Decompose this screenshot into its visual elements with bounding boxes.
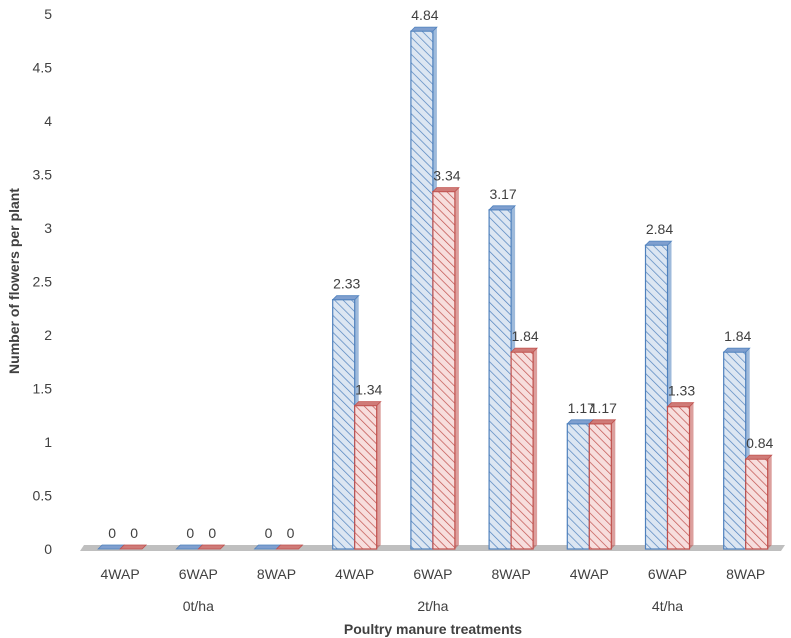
x-tick-label: 4WAP <box>335 566 374 582</box>
bar-top <box>488 205 517 211</box>
x-tick-label: 6WAP <box>648 566 687 582</box>
bar-side <box>533 348 538 549</box>
group-label: 0t/ha <box>183 598 214 614</box>
y-tick-label: 3 <box>44 220 52 236</box>
bar-top <box>722 347 751 353</box>
data-label: 2.33 <box>333 276 360 292</box>
bar-top <box>666 402 695 408</box>
group-label: 2t/ha <box>417 598 448 614</box>
y-tick-label: 0.5 <box>33 488 53 504</box>
bar-top <box>510 347 539 353</box>
bar-face <box>410 30 434 550</box>
data-label: 1.84 <box>511 328 538 344</box>
bar-top <box>588 419 617 425</box>
bar-face <box>566 423 590 550</box>
data-label: 3.34 <box>433 168 460 184</box>
bar-face <box>644 244 669 550</box>
bar <box>666 402 695 550</box>
data-label: 2.84 <box>646 221 673 237</box>
bar-face <box>332 299 356 550</box>
x-tick-label: 6WAP <box>179 566 218 582</box>
bar-face <box>432 191 456 550</box>
data-label: 3.17 <box>489 186 516 202</box>
data-label: 0 <box>265 525 273 541</box>
x-tick-label: 4WAP <box>570 566 609 582</box>
bar-face <box>745 458 769 550</box>
bar <box>744 454 773 550</box>
y-tick-label: 5 <box>44 6 52 22</box>
data-label: 0 <box>108 525 116 541</box>
bar-face <box>666 406 691 550</box>
x-axis-title: Poultry manure treatments <box>344 621 522 637</box>
group-label: 4t/ha <box>652 598 683 614</box>
y-axis-title: Number of flowers per plant <box>6 188 22 374</box>
bar-top <box>409 26 438 32</box>
data-label: 4.84 <box>411 7 438 23</box>
bar-side <box>376 401 381 549</box>
y-tick-label: 1 <box>44 434 52 450</box>
bar <box>431 187 460 550</box>
y-tick-label: 2 <box>44 327 52 343</box>
bar <box>510 347 539 550</box>
x-tick-label: 8WAP <box>257 566 296 582</box>
bar-face <box>588 423 612 550</box>
data-label: 1.34 <box>355 382 382 398</box>
data-label: 1.84 <box>724 328 751 344</box>
x-tick-label: 4WAP <box>101 566 140 582</box>
bar-face <box>354 405 378 550</box>
data-label: 0 <box>130 525 138 541</box>
bar-top <box>744 454 773 460</box>
bar-face <box>723 351 747 550</box>
data-label: 0 <box>186 525 194 541</box>
bar-side <box>689 402 694 549</box>
bar-top <box>275 544 304 550</box>
x-tick-label: 6WAP <box>413 566 452 582</box>
y-tick-label: 0 <box>44 541 52 557</box>
x-tick-label: 8WAP <box>726 566 765 582</box>
data-label: 0 <box>287 525 295 541</box>
bar-top <box>197 544 226 550</box>
bar-top <box>331 295 360 301</box>
y-tick-label: 2.5 <box>33 274 53 290</box>
bar-side <box>611 419 616 549</box>
bar <box>119 544 148 550</box>
data-label: 1.33 <box>668 383 695 399</box>
bar-top <box>644 240 673 246</box>
bar <box>353 401 382 550</box>
data-label: 1.17 <box>568 400 595 416</box>
bar <box>197 544 226 550</box>
y-tick-label: 1.5 <box>33 381 53 397</box>
x-tick-label: 8WAP <box>492 566 531 582</box>
data-label: 0.84 <box>746 435 773 451</box>
bar <box>275 544 304 550</box>
bar-face <box>488 209 512 550</box>
y-tick-label: 4 <box>44 113 52 129</box>
bar-side <box>767 455 772 549</box>
y-tick-label: 4.5 <box>33 60 53 76</box>
data-label: 0 <box>208 525 216 541</box>
bar-top <box>119 544 148 550</box>
data-label: 1.17 <box>590 400 617 416</box>
bar-top <box>431 187 460 193</box>
y-tick-label: 3.5 <box>33 167 53 183</box>
bar-side <box>454 187 459 549</box>
bar-face <box>510 351 534 550</box>
bar <box>588 419 617 550</box>
bar-top <box>353 401 382 407</box>
